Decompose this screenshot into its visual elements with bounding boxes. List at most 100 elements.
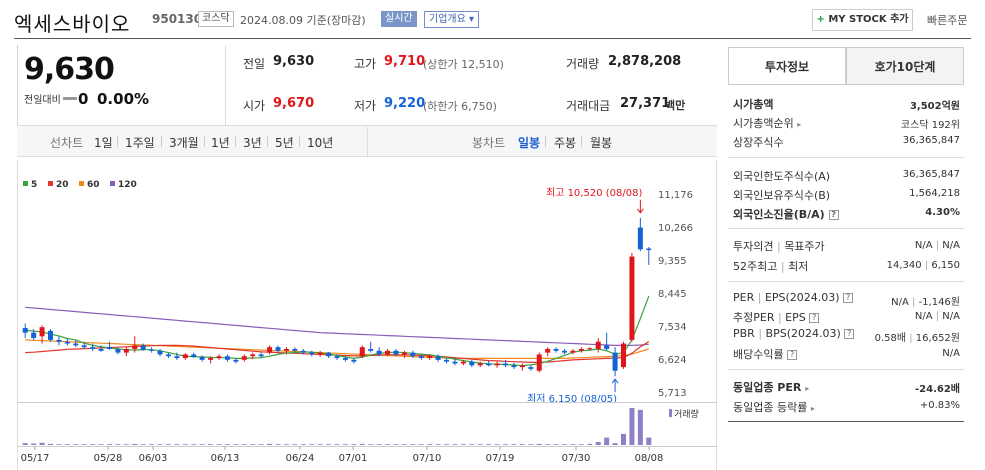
tab-separator bbox=[267, 136, 268, 147]
help-icon[interactable]: ? bbox=[844, 329, 855, 339]
candle-body bbox=[149, 349, 155, 351]
volume-bar bbox=[553, 444, 559, 445]
pbr-bps-label: PBR | BPS(2024.03) ? bbox=[733, 327, 855, 340]
candle-chart-label: 봉차트 bbox=[472, 136, 506, 150]
candle-body bbox=[621, 343, 627, 368]
volume-bar bbox=[140, 444, 146, 445]
candle-body bbox=[140, 345, 146, 350]
candle-body bbox=[326, 352, 332, 357]
candle-body bbox=[39, 327, 45, 337]
tab-1year[interactable]: 1년 bbox=[211, 136, 230, 150]
high-label: 고가 bbox=[354, 57, 377, 71]
quick-order-link[interactable]: 빠른주문 bbox=[927, 14, 968, 27]
tab-baseline bbox=[728, 84, 964, 85]
realtime-button[interactable]: 실시간 bbox=[381, 11, 417, 27]
volume-bar bbox=[149, 444, 155, 445]
foreign-hold-value: 1,564,218 bbox=[909, 188, 960, 199]
company-overview-dropdown[interactable]: 기업개요 ▾ bbox=[424, 11, 480, 28]
volume-bar bbox=[604, 437, 610, 445]
sector-change-label[interactable]: 동일업종 등락률 ▸ bbox=[733, 399, 815, 415]
volume-legend-label: 거래량 bbox=[674, 408, 699, 420]
tab-separator bbox=[161, 136, 162, 147]
candle-body bbox=[199, 356, 205, 360]
sector-per-text: 동일업종 PER bbox=[733, 381, 802, 394]
volume-bar bbox=[629, 408, 635, 445]
tab-weekly[interactable]: 주봉 bbox=[554, 136, 577, 150]
foreign-limit-value: 36,365,847 bbox=[902, 169, 960, 180]
candle-body bbox=[368, 348, 374, 351]
week52-high-text: 52주최고 bbox=[733, 260, 778, 273]
volume-bars: 거래량 bbox=[22, 408, 699, 445]
x-tick-label: 06/03 bbox=[139, 453, 168, 464]
foreign-ratio-label: 외국인소진율(B/A) ? bbox=[733, 206, 839, 222]
volume-bar bbox=[486, 444, 492, 445]
x-tick-label: 07/01 bbox=[339, 453, 368, 464]
candle-body bbox=[401, 352, 407, 355]
y-tick-label: 11,176 bbox=[658, 190, 693, 201]
tab-daily[interactable]: 일봉 bbox=[518, 136, 541, 150]
candle-body bbox=[73, 343, 79, 346]
candle-body bbox=[545, 348, 551, 353]
sector-per-label[interactable]: 동일업종 PER ▸ bbox=[733, 379, 809, 395]
price-chart[interactable]: 5 20 60 120 11,176 10,266 9,355 8,445 7,534 6,62… bbox=[17, 160, 717, 470]
candles bbox=[22, 217, 652, 377]
market-cap-rank-label[interactable]: 시가총액순위 ▸ bbox=[733, 115, 801, 131]
y-tick-label: 8,445 bbox=[658, 289, 687, 300]
volume-bar bbox=[123, 444, 129, 445]
volume-value: 2,878,208 bbox=[608, 54, 682, 69]
tab-3month[interactable]: 3개월 bbox=[169, 136, 199, 150]
market-cap-label: 시가총액 bbox=[733, 98, 774, 111]
volume-bar bbox=[545, 444, 551, 445]
candle-body bbox=[56, 339, 62, 342]
sector-per-value: -24.62배 bbox=[915, 384, 960, 395]
tab-5year[interactable]: 5년 bbox=[275, 136, 294, 150]
stock-code: 950130 bbox=[152, 12, 203, 26]
tab-1week[interactable]: 1주일 bbox=[125, 136, 155, 150]
legend-label-5: 5 bbox=[31, 180, 37, 190]
sector-change-text: 동일업종 등락률 bbox=[733, 401, 808, 414]
help-icon[interactable]: ? bbox=[809, 313, 820, 323]
candle-body bbox=[595, 341, 601, 349]
lower-limit: (하한가 6,750) bbox=[423, 100, 497, 113]
tab-10year[interactable]: 10년 bbox=[307, 136, 334, 150]
my-stock-add-button[interactable]: + MY STOCK 추가 bbox=[812, 9, 913, 31]
candle-body bbox=[477, 363, 483, 366]
market-cap-rank-value: 코스닥 192위 bbox=[900, 120, 960, 131]
pbr-value: 0.58배 bbox=[874, 333, 907, 344]
volume-bar bbox=[157, 444, 163, 445]
volume-bar bbox=[267, 443, 273, 445]
candle-body bbox=[267, 347, 273, 353]
help-icon[interactable]: ? bbox=[787, 350, 798, 360]
candle-body bbox=[174, 356, 180, 359]
candle-body bbox=[317, 352, 323, 355]
pbr-bps-value: 0.58배 | 16,652원 bbox=[874, 333, 960, 344]
price-panel-divider bbox=[225, 45, 226, 125]
volume-bar bbox=[233, 444, 239, 445]
tab-monthly[interactable]: 월봉 bbox=[590, 136, 613, 150]
x-tick-label: 06/24 bbox=[286, 453, 315, 464]
volume-bar bbox=[460, 444, 466, 445]
candle-body bbox=[275, 347, 281, 351]
volume-bar bbox=[174, 444, 180, 445]
candle-body bbox=[64, 341, 70, 344]
x-tick-label: 07/30 bbox=[562, 453, 591, 464]
low-value: 9,220 bbox=[384, 96, 426, 111]
candle-body bbox=[604, 345, 610, 349]
volume-bar bbox=[98, 444, 104, 445]
market-cap-value: 3,502억원 bbox=[909, 101, 960, 112]
volume-label: 거래량 bbox=[566, 57, 600, 71]
volume-bar bbox=[258, 444, 264, 445]
volume-bar bbox=[435, 444, 441, 445]
help-icon[interactable]: ? bbox=[828, 210, 839, 220]
tab-3year[interactable]: 3년 bbox=[243, 136, 262, 150]
candle-body bbox=[233, 359, 239, 362]
tab-1day[interactable]: 1일 bbox=[94, 136, 113, 150]
volume-bar bbox=[64, 444, 70, 445]
flat-icon bbox=[63, 97, 77, 100]
tab-orderbook-10[interactable]: 호가10단계 bbox=[846, 47, 964, 85]
tab-investment-info[interactable]: 투자정보 bbox=[728, 47, 846, 85]
help-icon[interactable]: ? bbox=[843, 293, 854, 303]
volume-bar bbox=[578, 444, 584, 445]
candle-body bbox=[106, 347, 112, 349]
volume-bar bbox=[503, 444, 509, 445]
